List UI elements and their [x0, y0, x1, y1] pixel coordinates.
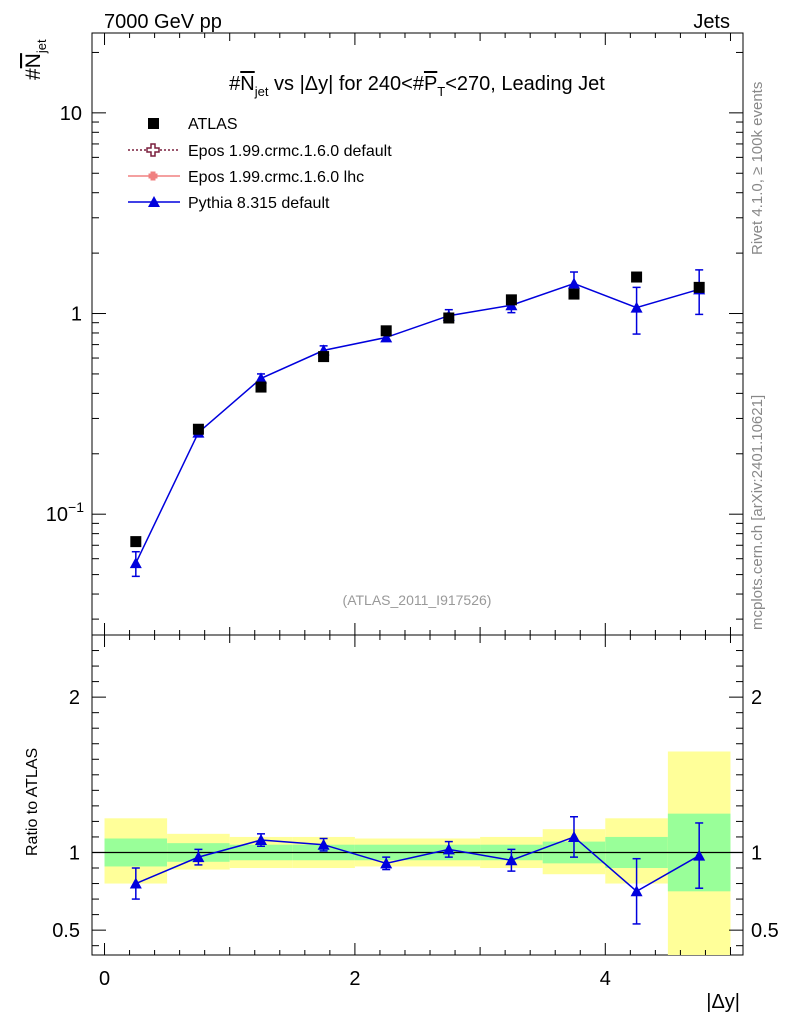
x-tick-label-0: 0 — [99, 968, 110, 990]
main-y-label-overline: N — [22, 53, 45, 68]
legend-marker-epos-lhc — [148, 171, 158, 181]
ratio-pythia-line — [135, 836, 700, 893]
ratio-y-axis-label: Ratio to ATLAS — [24, 748, 41, 856]
ratio-pythia-point-0 — [129, 877, 142, 889]
pythia-line — [135, 282, 700, 564]
ratio-y-tick-label-right-0: 0.5 — [751, 920, 779, 942]
legend-marker-pythia — [148, 196, 160, 207]
pythia-point-8 — [630, 301, 643, 313]
pythia-point-2 — [255, 372, 268, 384]
x-axis-label: |Δy| — [706, 991, 740, 1013]
legend-label-epos-lhc: Epos 1.99.crmc.1.6.0 lhc — [188, 169, 364, 186]
atlas-point-2 — [255, 381, 267, 393]
ratio-pythia-point-1 — [192, 851, 205, 863]
header-left: 7000 GeV pp — [104, 11, 222, 33]
legend-label-pythia: Pythia 8.315 default — [188, 195, 330, 212]
main-y-tick-label-1: 1 — [71, 304, 82, 326]
atlas-point-8 — [631, 271, 643, 283]
ratio-pythia-point-4 — [380, 857, 393, 869]
x-tick-label-2: 4 — [600, 968, 611, 990]
ratio-plot-area: 0 2 4 0.5 0.5 1 1 2 2 — [52, 634, 779, 990]
chart-title: #Njet vs |Δy| for 240<#PT<270, Leading J… — [229, 73, 605, 99]
main-y-axis-label: #Njet — [22, 39, 49, 80]
ratio-y-tick-label-left-1: 1 — [69, 842, 80, 864]
header-right: Jets — [693, 11, 730, 33]
legend-marker-atlas — [148, 118, 159, 129]
atlas-point-1 — [192, 423, 204, 435]
main-plot-area: 10−1 1 10 — [46, 33, 743, 635]
atlas-point-4 — [380, 325, 392, 337]
main-y-tick-label-2: 10 — [60, 103, 82, 125]
ratio-pythia-point-5 — [442, 843, 455, 855]
legend-label-atlas: ATLAS — [188, 116, 238, 133]
ratio-pythia-point-7 — [567, 830, 580, 842]
svg-text:#Njet: #Njet — [22, 39, 49, 80]
legend-marker-epos-default — [146, 143, 160, 157]
analysis-watermark: (ATLAS_2011_I917526) — [343, 592, 492, 608]
ratio-y-tick-label-left-2: 2 — [69, 687, 80, 709]
legend: ATLAS Epos 1.99.crmc.1.6.0 default Epos … — [128, 116, 392, 212]
side-label-rivet: Rivet 4.1.0, ≥ 100k events — [749, 82, 766, 255]
atlas-point-9 — [693, 281, 705, 293]
legend-label-epos-default: Epos 1.99.crmc.1.6.0 default — [188, 143, 392, 160]
ratio-y-tick-label-right-1: 1 — [751, 842, 762, 864]
ratio-pythia-point-8 — [630, 885, 643, 897]
atlas-point-3 — [318, 351, 330, 363]
ratio-plot-frame — [91, 634, 744, 956]
atlas-point-6 — [505, 294, 517, 306]
ratio-pythia-point-2 — [255, 834, 268, 846]
pythia-point-4 — [380, 331, 393, 343]
side-label-mcplots: mcplots.cern.ch [arXiv:2401.10621] — [749, 395, 766, 630]
atlas-point-5 — [443, 312, 455, 324]
x-tick-label-1: 2 — [349, 968, 360, 990]
ratio-pythia-point-6 — [505, 854, 518, 866]
atlas-point-7 — [568, 288, 580, 300]
pythia-point-7 — [567, 277, 580, 289]
ratio-y-tick-label-right-2: 2 — [751, 687, 762, 709]
main-y-tick-label-0: 10−1 — [46, 499, 84, 526]
ratio-y-tick-label-left-0: 0.5 — [52, 920, 80, 942]
ratio-pythia-point-9 — [693, 849, 706, 861]
ratio-pythia-point-3 — [317, 838, 330, 850]
pythia-point-0 — [129, 557, 142, 569]
atlas-point-0 — [130, 536, 142, 548]
